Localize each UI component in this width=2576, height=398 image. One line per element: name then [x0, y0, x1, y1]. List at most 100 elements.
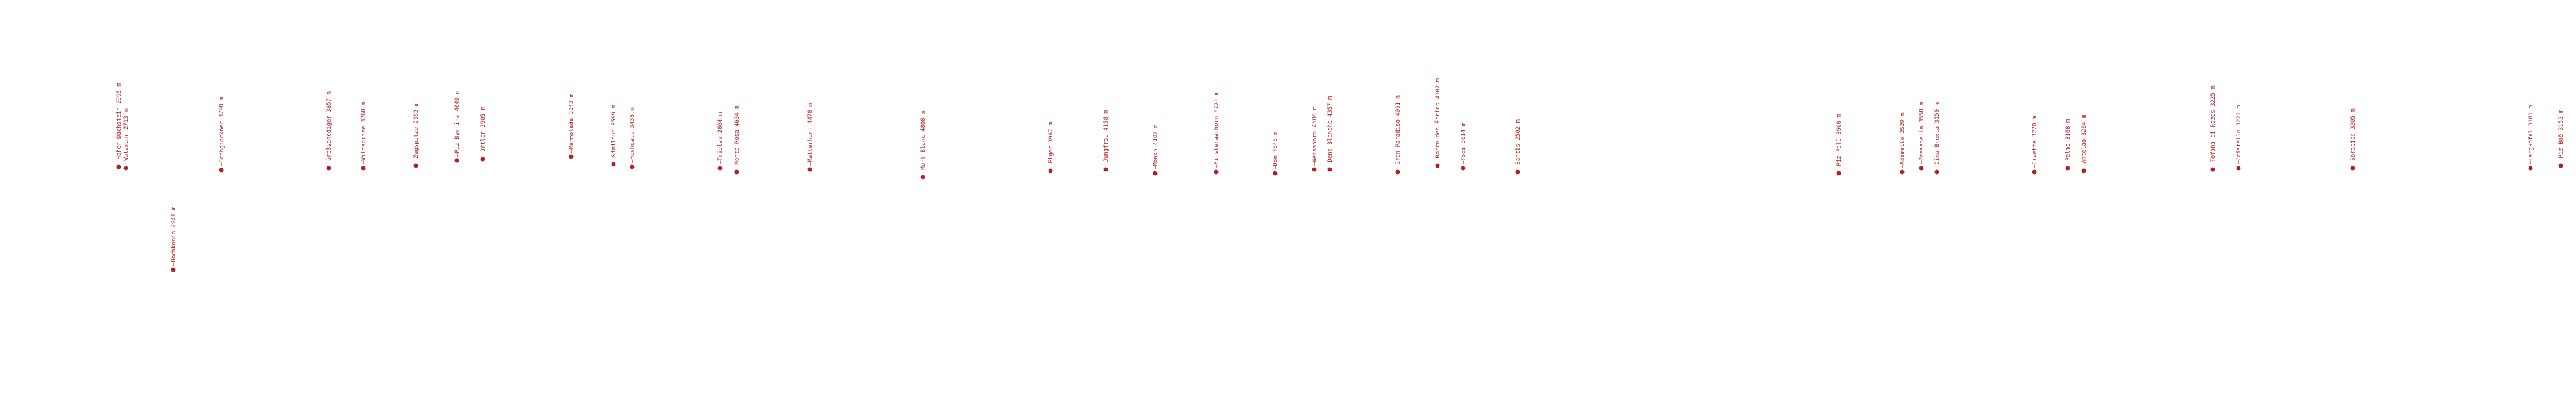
- peak-label: —Großglockner 3798 m: [219, 97, 225, 166]
- peak-marker: —Triglav 2864 m: [717, 112, 724, 171]
- peak-dot: [480, 157, 485, 162]
- peak-label: —Hochkönig 2941 m: [171, 207, 177, 266]
- peak-label: —Dent Blanche 4357 m: [1327, 96, 1334, 166]
- peak-label: —Tofana di Rozes 3225 m: [2210, 85, 2217, 166]
- peak-label: —Ortler 3905 m: [480, 107, 486, 155]
- peak-marker: —Gran Paradiso 4061 m: [1395, 95, 1402, 175]
- peak-label: —Watzmann 2713 m: [123, 108, 130, 164]
- peak-label: —Matterhorn 4478 m: [807, 103, 814, 166]
- peak-marker: —Eiger 3967 m: [1048, 122, 1054, 173]
- peak-dot: [219, 168, 224, 173]
- peak-dot: [2558, 163, 2563, 168]
- peak-label: —Wildspitze 3768 m: [361, 101, 367, 164]
- peak-marker: —Similaun 3599 m: [611, 105, 617, 167]
- peak-label: —Hoher Dachstein 2995 m: [116, 83, 123, 163]
- peak-dot: [1461, 166, 1466, 171]
- peak-marker: —Tödi 3614 m: [1461, 123, 1467, 171]
- peak-dot: [2032, 169, 2037, 175]
- peak-label: —Mont Blanc 4808 m: [920, 110, 927, 173]
- peak-label: —Similaun 3599 m: [611, 105, 617, 160]
- peak-marker: —Cristallo 3221 m: [2236, 105, 2242, 171]
- peak-marker: —Mont Blanc 4808 m: [920, 110, 927, 180]
- peak-label: —Mönch 4107 m: [1153, 125, 1159, 169]
- peak-label: —Weisshorn 4506 m: [1312, 107, 1318, 166]
- peak-marker: —Weisshorn 4506 m: [1312, 107, 1318, 172]
- peak-label: —Tödi 3614 m: [1461, 123, 1467, 164]
- peak-dot: [734, 169, 739, 175]
- peak-marker: —Tofana di Rozes 3225 m: [2210, 85, 2217, 172]
- peak-marker: —Piz Bernina 4049 m: [454, 91, 461, 163]
- peak-marker: —Adamello 3539 m: [1900, 112, 1906, 175]
- peak-marker: —Matterhorn 4478 m: [807, 103, 814, 172]
- peak-dot: [1900, 169, 1905, 175]
- peak-label: —Piz Palü 3900 m: [1836, 114, 1842, 169]
- peak-marker: —Civetta 3220 m: [2032, 116, 2038, 175]
- peak-dot: [1048, 168, 1053, 173]
- peak-label: —Finsteraarhorn 4274 m: [1214, 92, 1220, 168]
- peak-label: —Dom 4545 m: [1273, 131, 1279, 169]
- peak-dot: [1103, 167, 1108, 172]
- peak-dot: [807, 167, 812, 172]
- peak-dot: [454, 158, 459, 163]
- peak-label: —Monte Rosa 4634 m: [734, 105, 741, 168]
- peak-label: —Zugspitze 2962 m: [413, 103, 420, 162]
- peak-dot: [1435, 163, 1440, 168]
- peak-dot: [630, 164, 635, 169]
- peak-label: —Marmolada 3343 m: [569, 94, 575, 153]
- peak-marker: —Monte Rosa 4634 m: [734, 105, 741, 175]
- peak-dot: [1273, 171, 1278, 176]
- peak-dot: [1515, 169, 1520, 175]
- peak-label: —Eiger 3967 m: [1048, 122, 1054, 167]
- peak-label: —Barre des Écrins 4102 m: [1434, 78, 1441, 162]
- peak-dot: [1214, 169, 1219, 175]
- peak-dot: [326, 166, 331, 171]
- peak-dot: [171, 267, 176, 272]
- peak-label: —Piz Bernina 4049 m: [454, 91, 461, 157]
- peak-marker: —Hochkönig 2941 m: [171, 207, 177, 272]
- peak-dot: [2065, 166, 2070, 171]
- peak-label: —Jungfrau 4158 m: [1103, 110, 1110, 166]
- peak-label: —Langkofel 3181 m: [2528, 105, 2534, 164]
- peak-dot: [2081, 168, 2086, 173]
- peak-label: —Hochgall 3436 m: [630, 107, 636, 163]
- peak-marker: —Jungfrau 4158 m: [1103, 110, 1110, 172]
- peak-marker: —Cima Brenta 3150 m: [1934, 102, 1941, 175]
- peak-dot: [920, 175, 925, 180]
- peak-marker: —Hoher Dachstein 2995 m: [116, 83, 123, 169]
- peak-marker: —Presanella 3558 m: [1919, 101, 1925, 171]
- peak-marker: —Mönch 4107 m: [1153, 125, 1159, 176]
- peak-dot: [1327, 167, 1332, 172]
- peak-dot: [123, 166, 128, 171]
- peak-marker: —Zugspitze 2962 m: [413, 103, 420, 168]
- peak-label: —Cima Brenta 3150 m: [1934, 102, 1941, 168]
- peak-marker: —Barre des Écrins 4102 m: [1434, 78, 1441, 168]
- peak-marker: —Dom 4545 m: [1273, 131, 1279, 176]
- peak-label: —Sorapiss 3205 m: [2350, 108, 2357, 164]
- peak-marker: —Sorapiss 3205 m: [2350, 108, 2357, 171]
- peak-dot: [1395, 169, 1400, 175]
- peak-label: —Pelmo 3168 m: [2065, 119, 2072, 164]
- peak-marker: —Finsteraarhorn 4274 m: [1214, 92, 1220, 175]
- peak-dot: [569, 154, 574, 159]
- peak-dot: [611, 162, 616, 167]
- peak-dot: [717, 166, 723, 171]
- peak-marker: —Watzmann 2713 m: [123, 108, 130, 171]
- peak-dot: [1919, 166, 1924, 171]
- peak-marker: —Dent Blanche 4357 m: [1327, 96, 1334, 172]
- peak-marker: —Marmolada 3343 m: [569, 94, 575, 159]
- peak-marker: —Hochgall 3436 m: [630, 107, 636, 169]
- peak-marker: —Antelao 3264 m: [2081, 115, 2088, 173]
- peak-dot: [2350, 166, 2355, 171]
- peak-marker: —Ortler 3905 m: [480, 107, 486, 162]
- peak-dot: [413, 163, 418, 168]
- peak-label: —Antelao 3264 m: [2081, 115, 2088, 167]
- peak-label: —Adamello 3539 m: [1900, 112, 1906, 168]
- peak-dot: [1836, 171, 1841, 176]
- peak-marker: —Piz Boè 3152 m: [2557, 110, 2564, 168]
- peak-dot: [1312, 167, 1317, 172]
- peak-label: —Triglav 2864 m: [717, 112, 724, 164]
- peak-dot: [1934, 169, 1939, 175]
- peak-label: —Cristallo 3221 m: [2236, 105, 2242, 164]
- peak-marker: —Großglockner 3798 m: [219, 97, 225, 173]
- peak-marker: —Piz Palü 3900 m: [1836, 114, 1842, 176]
